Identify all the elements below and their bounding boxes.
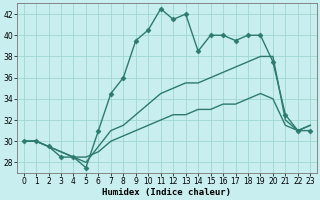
X-axis label: Humidex (Indice chaleur): Humidex (Indice chaleur) — [102, 188, 231, 197]
